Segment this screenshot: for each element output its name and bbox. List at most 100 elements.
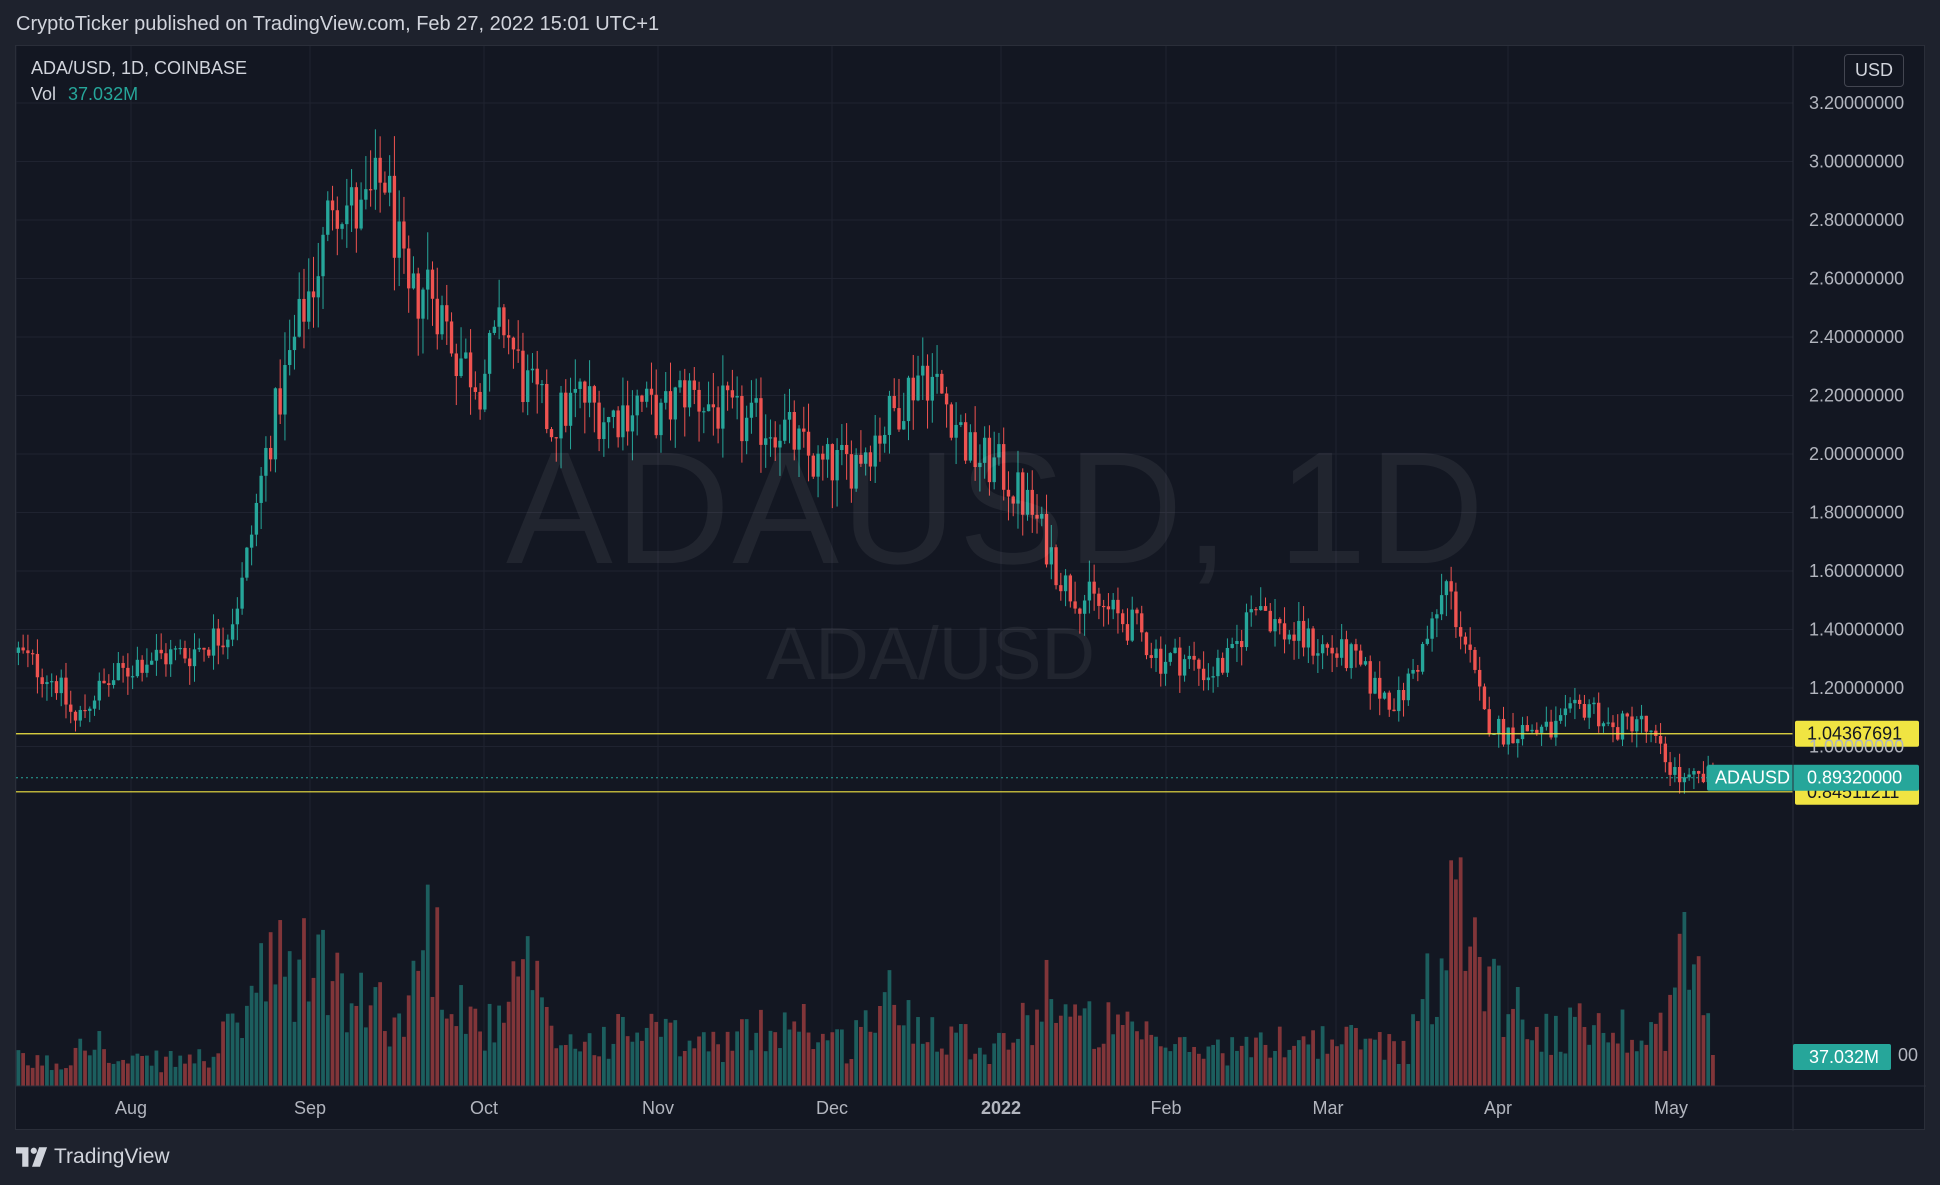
candle-body [1597,702,1601,727]
candle-body [235,608,240,625]
candle-body [126,667,130,677]
candle-body [26,650,30,654]
volume-bar [1525,1039,1530,1086]
candle-body [1692,771,1696,775]
candle-body [673,387,677,420]
volume-bar [268,932,273,1086]
time-axis[interactable]: Aug Sep Oct Nov Dec 2022 Feb Mar Apr May [16,1085,1926,1118]
candle-body [449,321,454,354]
candle-body [573,388,577,393]
volume-bar [1106,1002,1111,1086]
candle-body [1606,722,1610,724]
tradingview-logo-icon [16,1147,48,1167]
volume-bar [392,1017,397,1086]
tradingview-branding[interactable]: TradingView [16,1145,170,1169]
currency-button[interactable]: USD [1843,54,1904,87]
volume-bar [35,1055,40,1086]
volume-bar [340,973,344,1086]
candle-body [916,375,920,401]
volume-bar [773,1032,778,1086]
candle-body [1306,628,1311,648]
volume-bar [478,1031,482,1086]
candle-body [54,681,59,694]
candle-body [730,390,735,398]
candle-body [1687,774,1691,778]
candle-body [645,388,649,402]
volume-bar [1301,1036,1306,1086]
candle-body [92,700,97,709]
volume-bar [1216,1039,1220,1086]
candle-body [878,435,882,444]
candle-body [1458,627,1463,637]
price-axis[interactable]: 3.20000000 3.00000000 2.80000000 2.60000000… [1792,46,1918,1131]
candle-body [868,452,873,467]
candle-body [825,444,830,460]
volume-bar [1482,1011,1487,1086]
volume-bar [954,1032,958,1086]
volume-bar [939,1048,944,1086]
volume-bar [1282,1057,1287,1086]
candle-body [1378,677,1382,699]
volume-bar [1473,917,1477,1086]
price-tick-label: 2.20000000 [1809,386,1904,406]
candle-body [959,422,963,425]
candle-body [354,187,359,229]
volume-bar [654,1021,659,1086]
volume-bar [1158,1046,1163,1086]
candle-body [621,405,625,438]
candle-body [459,358,463,377]
candle-body [1216,657,1220,677]
candle-body [373,157,378,190]
candle-body [1349,644,1353,669]
volume-bar [1339,1044,1344,1086]
candle-body [1668,762,1672,775]
volume-bar [502,1022,506,1086]
level-price-text: 1.04367691 [1807,724,1902,744]
candle-body [1092,581,1096,594]
volume-bar [1615,1043,1620,1086]
volume-legend[interactable]: Vol 37.032M [31,84,138,105]
candle-body [135,659,140,677]
volume-bar [1520,1019,1525,1086]
candle-body [30,653,35,655]
volume-bar [1625,1052,1630,1086]
candle-body [1073,601,1077,609]
candle-body [464,352,468,359]
volume-bar [249,985,254,1086]
volume-bar [463,1033,468,1086]
chart-panel[interactable]: 1.04367691 0.84511211 ADAUSD 0.89320000 3.2… [15,45,1926,1131]
candle-body [1630,716,1634,732]
candle-body [1411,669,1415,674]
candle-body [216,628,220,646]
volume-bar [949,1026,954,1086]
candle-body [64,677,68,705]
candle-body [1235,640,1239,644]
price-tick-label: 1.00000000 [1809,737,1904,757]
candle-body [1140,613,1144,633]
candle-body [716,407,720,429]
candle-body [1359,650,1363,665]
volume-bar [373,987,378,1086]
volume-bar [1192,1046,1196,1086]
candle-body [307,291,311,322]
volume-bar [1415,1021,1420,1086]
candle-body [759,398,763,445]
volume-bar [1553,1015,1558,1086]
candle-body [578,381,582,389]
volume-bar [235,1022,240,1086]
volume-bar [1496,965,1501,1086]
volume-bar [1377,1032,1382,1086]
volume-bar [1620,1009,1625,1086]
volume-bar [1382,1059,1387,1086]
volume-bar [368,1005,373,1086]
candle-body [816,453,820,477]
symbol-legend[interactable]: ADA/USD, 1D, COINBASE [31,58,247,79]
candle-body [1259,606,1263,611]
volume-bar [1696,956,1701,1086]
candle-body [1130,609,1134,641]
candle-body [197,647,201,650]
volume-bar [1077,1015,1082,1086]
candle-body [1673,767,1677,775]
